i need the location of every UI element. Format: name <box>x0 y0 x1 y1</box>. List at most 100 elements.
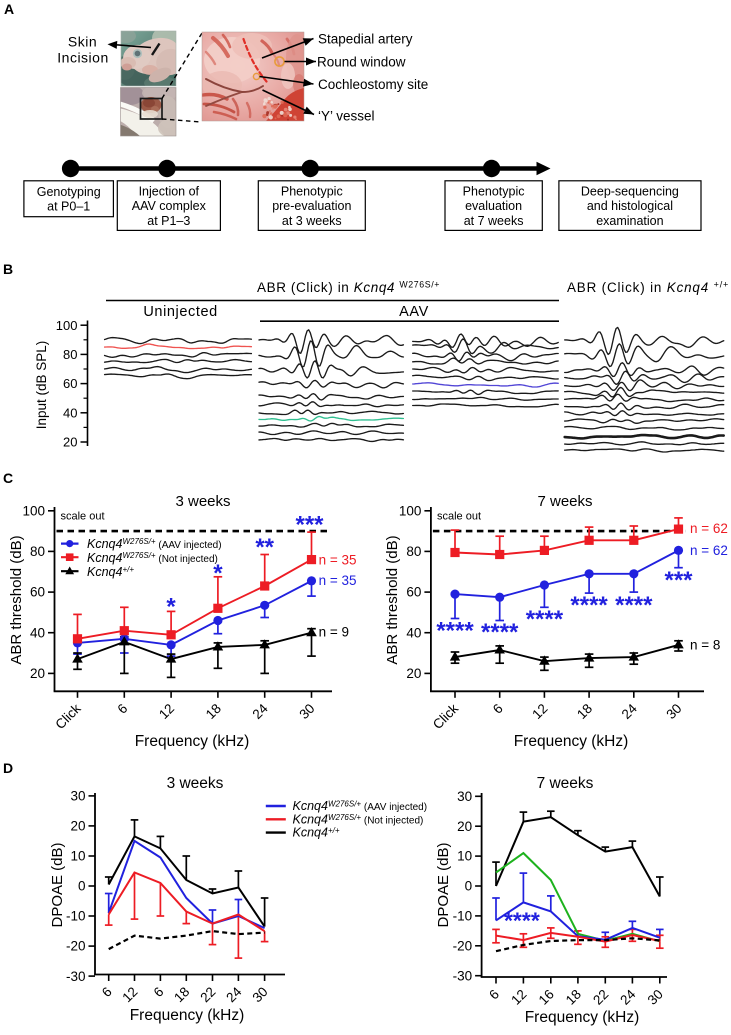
svg-text:AAV complex: AAV complex <box>132 199 207 213</box>
svg-text:at 7 weeks: at 7 weeks <box>464 214 524 228</box>
svg-text:Frequency (kHz): Frequency (kHz) <box>135 733 250 750</box>
svg-text:Phenotypic: Phenotypic <box>463 185 525 199</box>
svg-text:DPOAE (dB): DPOAE (dB) <box>49 842 66 927</box>
svg-text:20: 20 <box>30 666 45 681</box>
svg-text:0: 0 <box>78 879 86 894</box>
svg-text:****: **** <box>615 592 653 619</box>
svg-text:60: 60 <box>406 585 421 600</box>
svg-text:at P1–3: at P1–3 <box>147 214 190 228</box>
svg-text:AAV: AAV <box>399 304 429 320</box>
svg-text:Kcnq4W276S/+ (AAV injected): Kcnq4W276S/+ (AAV injected) <box>293 799 428 813</box>
svg-text:Kcnq4+/+: Kcnq4+/+ <box>87 565 134 579</box>
svg-text:****: **** <box>481 619 519 646</box>
svg-text:‘Y’ vessel: ‘Y’ vessel <box>318 109 375 124</box>
svg-text:18: 18 <box>574 701 595 722</box>
svg-text:**: ** <box>255 534 274 561</box>
svg-text:-10: -10 <box>453 909 473 924</box>
svg-text:ABR threshold (dB): ABR threshold (dB) <box>8 535 25 664</box>
svg-text:Cochleostomy site: Cochleostomy site <box>318 77 428 92</box>
svg-text:30: 30 <box>296 701 317 722</box>
svg-text:0: 0 <box>465 879 473 894</box>
svg-text:Frequency (kHz): Frequency (kHz) <box>130 1007 245 1024</box>
svg-text:-20: -20 <box>66 939 86 954</box>
svg-text:Phenotypic: Phenotypic <box>281 185 343 199</box>
svg-text:-30: -30 <box>66 969 86 984</box>
svg-text:Kcnq4W276S/+ (Not injected): Kcnq4W276S/+ (Not injected) <box>293 812 424 826</box>
svg-text:80: 80 <box>406 544 421 559</box>
svg-text:3 weeks: 3 weeks <box>167 775 224 792</box>
svg-text:***: *** <box>295 512 324 539</box>
svg-text:30: 30 <box>457 789 472 804</box>
svg-text:20: 20 <box>63 435 77 450</box>
svg-text:****: **** <box>526 606 564 633</box>
svg-text:pre-evaluation: pre-evaluation <box>272 199 351 213</box>
svg-text:100: 100 <box>56 318 78 333</box>
svg-text:ABR (Click) in Kcnq4 W276S/+: ABR (Click) in Kcnq4 W276S/+ <box>257 280 440 296</box>
svg-text:*: * <box>166 594 176 621</box>
svg-text:3 weeks: 3 weeks <box>175 493 230 510</box>
svg-text:n = 35: n = 35 <box>319 573 357 588</box>
svg-text:7 weeks: 7 weeks <box>537 493 592 510</box>
svg-text:Skin: Skin <box>68 34 97 50</box>
svg-text:and histological: and histological <box>587 199 673 213</box>
svg-text:n = 62: n = 62 <box>690 521 728 536</box>
svg-text:evaluation: evaluation <box>465 199 522 213</box>
svg-text:80: 80 <box>63 347 77 362</box>
svg-text:DPOAE (dB): DPOAE (dB) <box>435 842 452 927</box>
svg-text:Frequency (kHz): Frequency (kHz) <box>514 733 629 750</box>
svg-text:30: 30 <box>70 789 85 804</box>
svg-text:-10: -10 <box>66 909 86 924</box>
svg-text:20: 20 <box>70 819 85 834</box>
svg-text:scale out: scale out <box>437 511 481 523</box>
svg-text:Frequency (kHz): Frequency (kHz) <box>525 1009 640 1026</box>
svg-text:12: 12 <box>156 701 177 722</box>
svg-text:D: D <box>3 760 13 776</box>
svg-text:Deep-sequencing: Deep-sequencing <box>581 185 679 199</box>
svg-text:Genotyping: Genotyping <box>37 185 101 199</box>
svg-text:Injection of: Injection of <box>139 185 200 199</box>
svg-text:n = 62: n = 62 <box>690 543 728 558</box>
svg-text:-20: -20 <box>453 938 473 953</box>
svg-text:100: 100 <box>22 503 45 518</box>
svg-text:at P0–1: at P0–1 <box>47 200 90 214</box>
svg-text:***: *** <box>664 567 693 594</box>
svg-text:Uninjected: Uninjected <box>143 304 218 320</box>
svg-text:scale out: scale out <box>61 511 105 523</box>
svg-text:Incision: Incision <box>57 50 108 66</box>
svg-text:C: C <box>3 470 13 486</box>
svg-text:ABR (Click) in Kcnq4 +/+: ABR (Click) in Kcnq4 +/+ <box>567 280 729 296</box>
svg-text:60: 60 <box>30 585 45 600</box>
svg-text:A: A <box>4 1 14 17</box>
svg-text:18: 18 <box>203 701 224 722</box>
svg-text:****: **** <box>436 618 474 645</box>
svg-text:n = 9: n = 9 <box>319 624 349 639</box>
svg-text:ABR threshold (dB): ABR threshold (dB) <box>384 535 401 664</box>
svg-text:Kcnq4+/+: Kcnq4+/+ <box>293 826 340 840</box>
svg-text:20: 20 <box>406 666 421 681</box>
svg-text:****: **** <box>570 592 608 619</box>
svg-text:40: 40 <box>30 625 45 640</box>
svg-text:Kcnq4W276S/+ (AAV injected): Kcnq4W276S/+ (AAV injected) <box>87 537 222 551</box>
svg-text:examination: examination <box>596 214 663 228</box>
svg-text:****: **** <box>504 908 540 934</box>
svg-text:40: 40 <box>63 405 77 420</box>
svg-text:n = 8: n = 8 <box>690 638 720 653</box>
svg-text:B: B <box>3 261 13 277</box>
svg-text:100: 100 <box>399 503 422 518</box>
svg-text:80: 80 <box>30 544 45 559</box>
svg-text:Kcnq4W276S/+ (Not injected): Kcnq4W276S/+ (Not injected) <box>87 551 218 565</box>
svg-text:60: 60 <box>63 376 77 391</box>
svg-text:12: 12 <box>529 701 550 722</box>
svg-text:at 3 weeks: at 3 weeks <box>282 214 342 228</box>
svg-text:Stapedial artery: Stapedial artery <box>318 32 413 47</box>
svg-text:10: 10 <box>70 849 85 864</box>
svg-text:*: * <box>213 560 223 587</box>
svg-text:30: 30 <box>663 701 684 722</box>
svg-text:10: 10 <box>457 849 472 864</box>
svg-text:7 weeks: 7 weeks <box>537 775 594 792</box>
svg-text:20: 20 <box>457 819 472 834</box>
svg-text:40: 40 <box>406 625 421 640</box>
svg-text:n = 35: n = 35 <box>319 553 357 568</box>
svg-text:Round window: Round window <box>317 55 406 70</box>
svg-text:-30: -30 <box>453 968 473 983</box>
